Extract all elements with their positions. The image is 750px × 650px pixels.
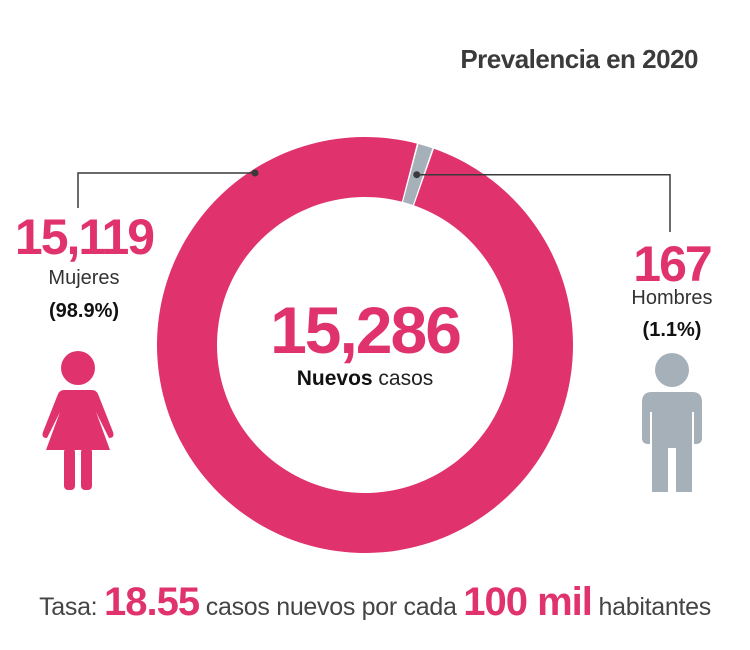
total-cases-label-bold: Nuevos — [296, 367, 373, 390]
rate-value: 18.55 — [104, 580, 200, 624]
hombres-percent: (1.1%) — [642, 319, 702, 341]
woman-icon — [42, 351, 114, 490]
rate-suffix: habitantes — [598, 593, 712, 621]
leader-dot-mujeres — [251, 169, 259, 177]
rate-middle: casos nuevos por cada — [205, 593, 457, 621]
mujeres-percent: (98.9%) — [48, 300, 120, 322]
hombres-label: Hombres — [631, 287, 713, 309]
rate-prefix: Tasa: — [39, 593, 98, 621]
leader-line-hombres — [416, 173, 671, 232]
leader-dot-hombres — [413, 171, 421, 179]
rate-sentence: Tasa: 18.55 casos nuevos por cada 100 mi… — [0, 580, 750, 625]
rate-base: 100 mil — [463, 580, 593, 624]
mujeres-label: Mujeres — [48, 267, 120, 289]
total-cases-value: 15,286 — [270, 293, 462, 367]
total-cases-label-rest: casos — [378, 367, 434, 390]
hombres-count: 167 — [633, 236, 712, 292]
mujeres-count: 15,119 — [14, 209, 155, 265]
man-icon — [642, 353, 702, 492]
total-cases-label: Nuevos casos — [210, 368, 520, 389]
chart-title: Prevalencia en 2020 — [460, 44, 698, 74]
leader-line-mujeres — [77, 172, 255, 208]
